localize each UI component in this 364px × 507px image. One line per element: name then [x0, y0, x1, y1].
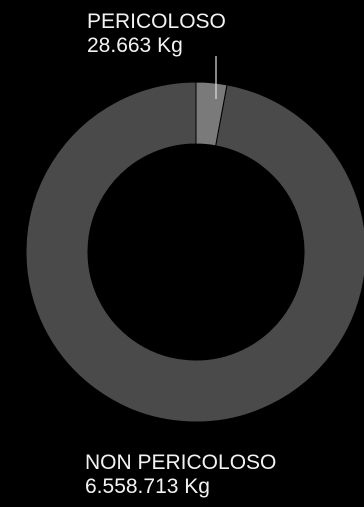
non-pericoloso-name: NON PERICOLOSO	[85, 451, 277, 474]
non-pericoloso-value: 6.558.713 Kg	[85, 475, 210, 498]
slice-non-pericoloso	[25, 81, 364, 423]
non-pericoloso-label: NON PERICOLOSO 6.558.713 Kg	[85, 451, 276, 499]
pericoloso-label: PERICOLOSO 28.663 Kg	[87, 10, 226, 58]
pericoloso-name: PERICOLOSO	[87, 10, 226, 33]
pericoloso-value: 28.663 Kg	[87, 34, 183, 57]
